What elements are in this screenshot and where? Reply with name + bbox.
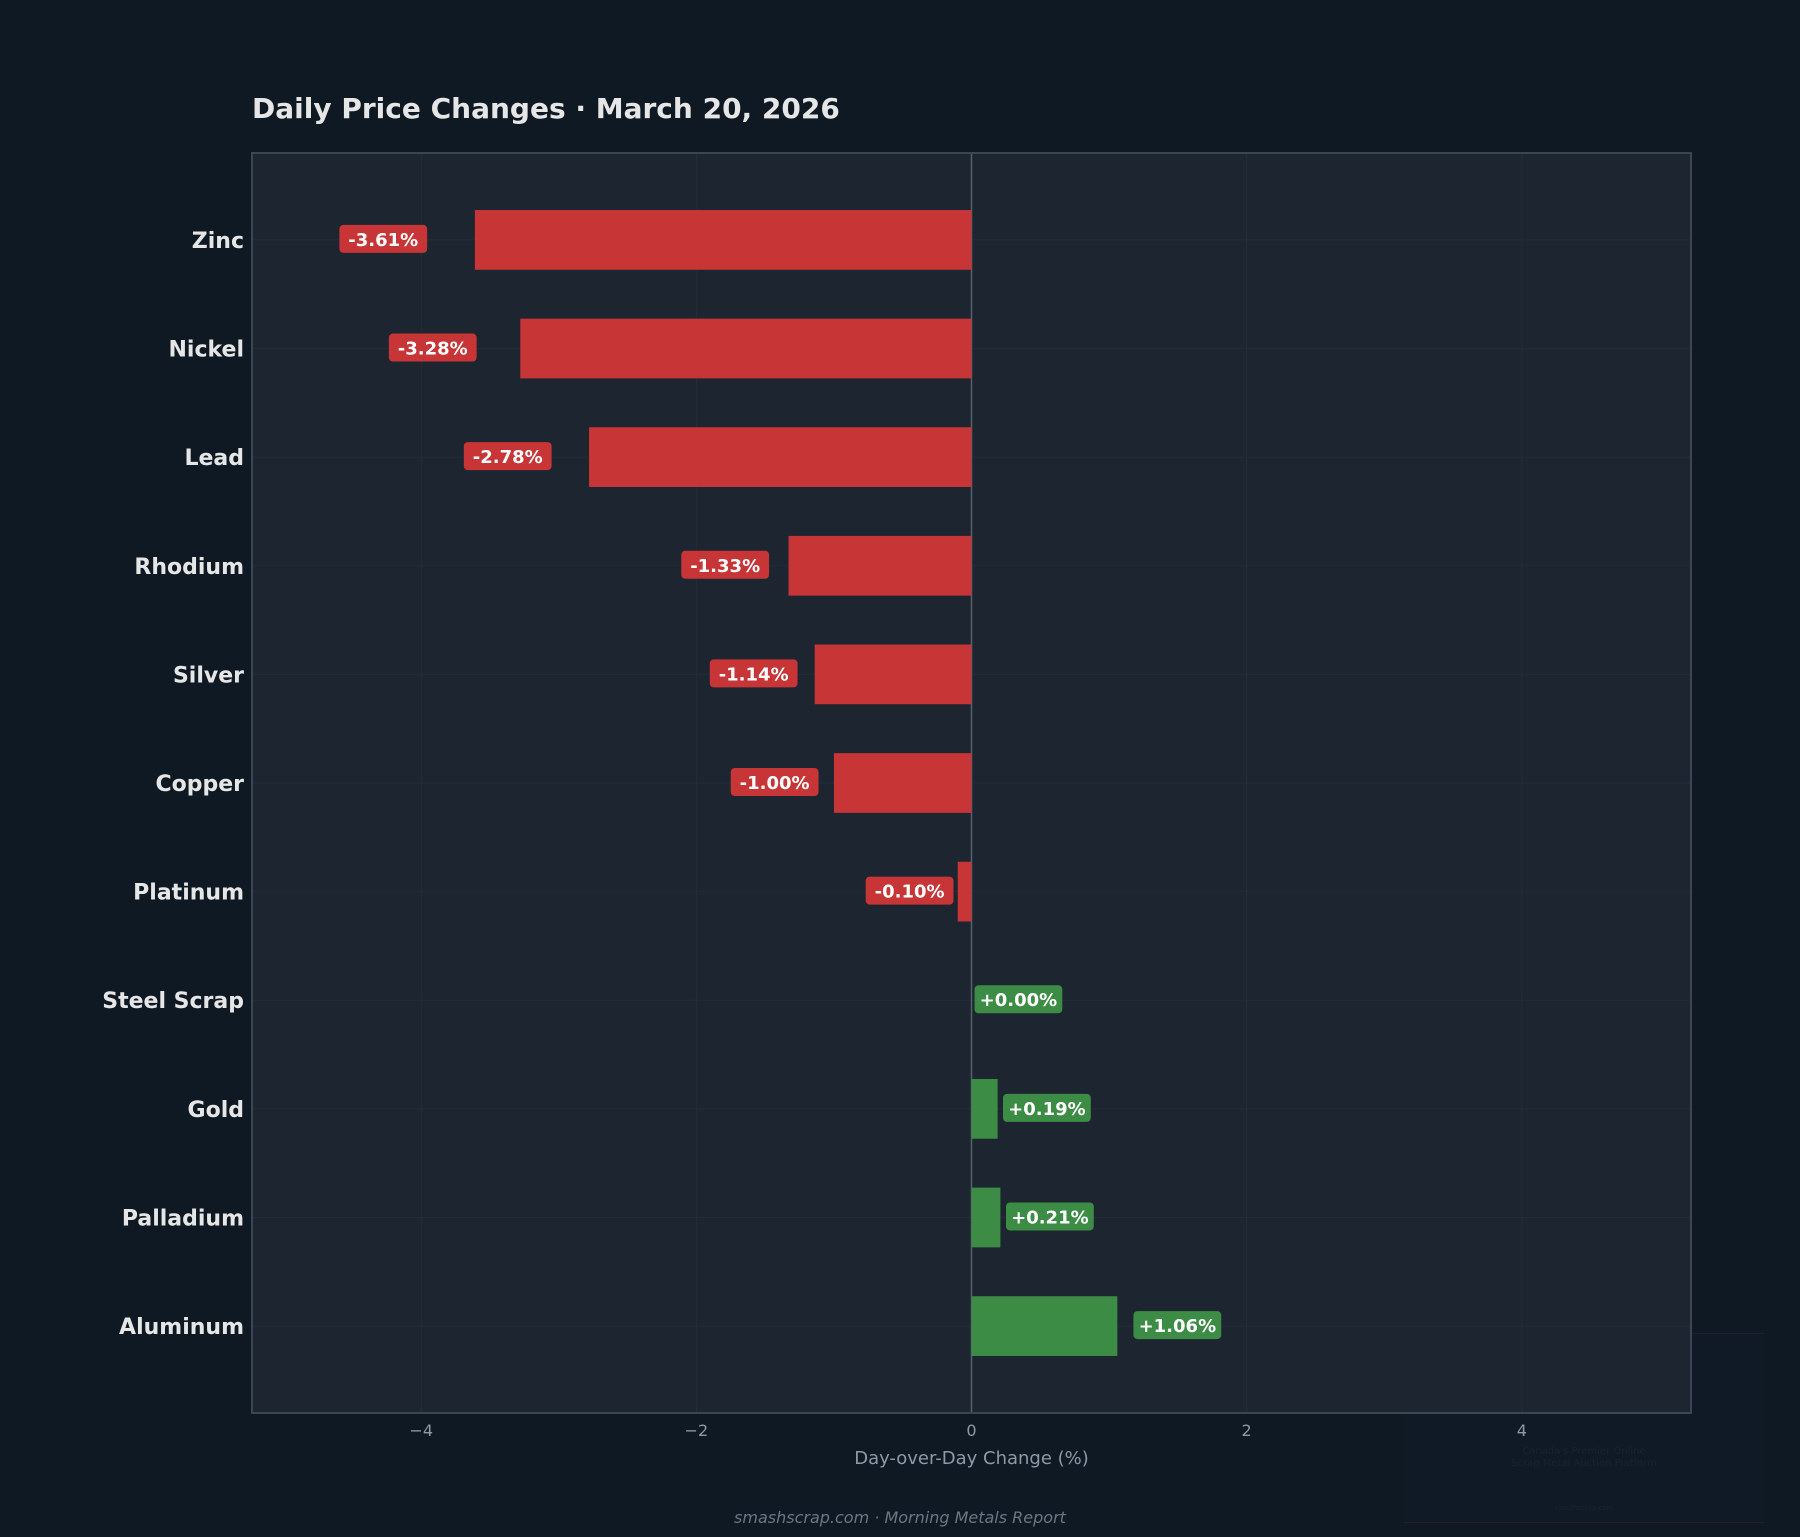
data-label: -3.28% xyxy=(398,339,468,360)
watermark-line1: Canada's Premier Online xyxy=(1522,1446,1646,1457)
bar xyxy=(833,753,972,813)
category-label: Copper xyxy=(155,772,244,797)
category-label: Gold xyxy=(188,1098,244,1123)
chart-title: Daily Price Changes · March 20, 2026 xyxy=(252,92,840,125)
data-label-box xyxy=(730,768,819,796)
data-label: -0.10% xyxy=(875,882,945,903)
data-label: -1.33% xyxy=(690,556,760,577)
data-label-box xyxy=(865,876,954,905)
data-label: +0.19% xyxy=(1008,1099,1086,1120)
data-label: +1.06% xyxy=(1139,1316,1217,1337)
watermark-site: smashscrap.com xyxy=(1554,1504,1614,1512)
category-label: Rhodium xyxy=(134,555,244,580)
bar xyxy=(788,535,972,596)
bar xyxy=(814,644,972,705)
x-tick-label: −4 xyxy=(409,1421,433,1440)
bar xyxy=(589,427,972,488)
plot-frame xyxy=(251,152,1692,1414)
category-label: Palladium xyxy=(122,1206,244,1231)
watermark-text: Canada's Premier Online Scrap Metal Aucti… xyxy=(1404,1446,1764,1470)
category-label: Nickel xyxy=(169,338,245,363)
data-label: +0.21% xyxy=(1011,1207,1089,1228)
bar xyxy=(957,861,972,922)
data-label-box xyxy=(709,659,798,688)
category-label: Zinc xyxy=(192,229,244,254)
watermark-line2: Scrap Metal Auction Platform xyxy=(1511,1458,1657,1469)
footer-credit: smashscrap.com · Morning Metals Report xyxy=(734,1508,1066,1527)
bar xyxy=(971,1078,998,1139)
category-label: Aluminum xyxy=(119,1315,244,1340)
data-label-box xyxy=(1002,1093,1091,1122)
category-label: Steel Scrap xyxy=(102,989,244,1014)
category-label: Lead xyxy=(184,446,244,471)
data-label-box xyxy=(1005,1202,1094,1231)
data-label: +0.00% xyxy=(980,990,1058,1011)
bar xyxy=(474,210,972,270)
data-label-box xyxy=(681,550,770,579)
x-tick-label: 0 xyxy=(966,1421,976,1440)
data-label-box xyxy=(463,442,552,471)
x-axis-label: Day-over-Day Change (%) xyxy=(854,1448,1089,1469)
x-tick-label: 4 xyxy=(1517,1421,1527,1440)
data-label: -1.00% xyxy=(740,773,810,794)
bar xyxy=(971,1296,1118,1356)
category-label: Platinum xyxy=(133,881,244,906)
x-tick-label: 2 xyxy=(1242,1421,1252,1440)
data-label-box xyxy=(388,333,477,362)
bar xyxy=(971,1187,1001,1248)
data-label: -1.14% xyxy=(719,664,789,685)
x-tick-label: −2 xyxy=(685,1421,709,1440)
data-label-box xyxy=(1133,1311,1222,1340)
data-label: -2.78% xyxy=(473,447,543,468)
data-label-box xyxy=(974,985,1063,1014)
bar xyxy=(520,318,972,379)
category-label: Silver xyxy=(173,663,244,688)
data-label: -3.61% xyxy=(348,230,418,251)
data-label-box xyxy=(339,224,428,253)
